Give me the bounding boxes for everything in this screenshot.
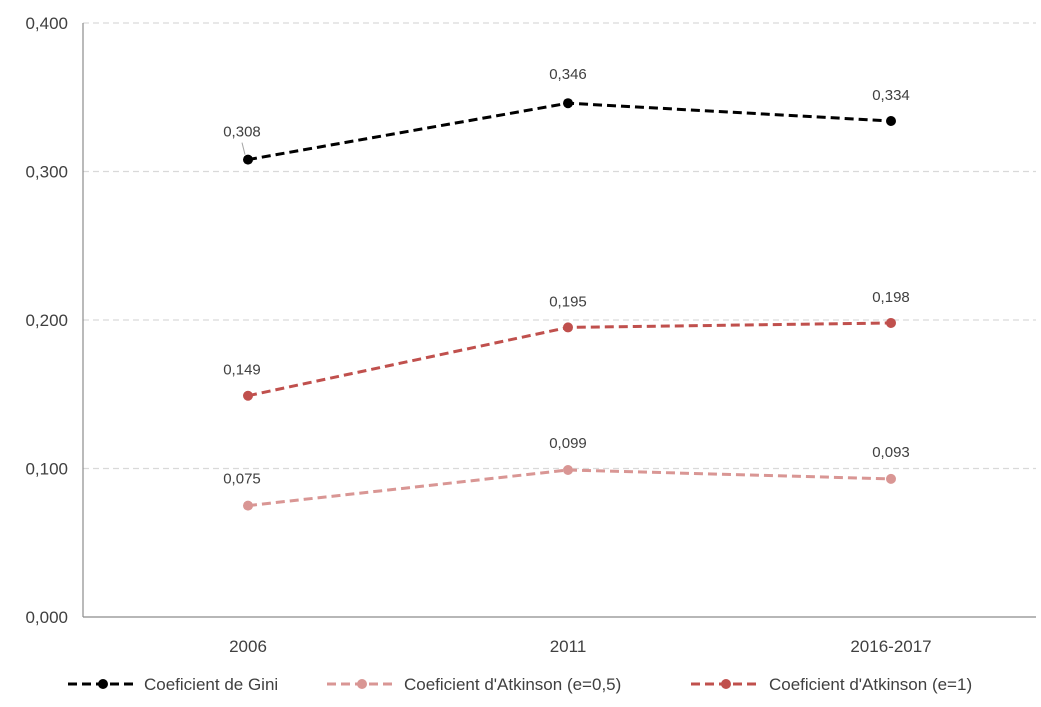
data-label: 0,075 — [223, 471, 261, 488]
legend-label: Coeficient d'Atkinson (e=0,5) — [404, 675, 621, 694]
data-point — [563, 464, 573, 475]
data-point — [563, 322, 573, 333]
axes: 0,000 0,100 0,200 0,300 0,400 2006 2011 2016-20… — [25, 14, 1036, 656]
data-label: 0,149 — [223, 362, 261, 379]
y-tick-label: 0,400 — [25, 14, 68, 33]
series-line — [247, 468, 892, 508]
data-point — [886, 317, 896, 328]
y-tick-label: 0,000 — [25, 608, 68, 627]
x-tick-label: 2011 — [550, 637, 587, 656]
legend-label: Coeficient d'Atkinson (e=1) — [769, 675, 972, 694]
data-label: 0,334 — [872, 87, 910, 104]
data-point — [243, 390, 253, 401]
y-tick-label: 0,100 — [25, 460, 68, 479]
data-label: 0,308 — [223, 124, 261, 141]
label-leader-line — [241, 142, 246, 155]
data-labels: 0,308 0,346 0,334 0,075 0,099 0,093 0,149 0,195… — [223, 66, 910, 487]
data-point — [243, 154, 253, 165]
series — [243, 98, 896, 511]
data-point — [886, 473, 896, 484]
y-tick-label: 0,300 — [25, 163, 68, 182]
data-point — [243, 500, 253, 511]
gridlines — [83, 22, 1036, 470]
y-tick-label: 0,200 — [25, 311, 68, 330]
legend-marker — [98, 679, 108, 689]
legend-label: Coeficient de Gini — [144, 675, 278, 694]
x-tick-label: 2016-2017 — [850, 637, 931, 656]
legend-marker — [721, 679, 731, 689]
legend-marker — [357, 679, 367, 689]
series-line — [247, 101, 892, 162]
data-label: 0,346 — [549, 66, 587, 83]
data-label: 0,093 — [872, 444, 910, 461]
data-point — [886, 116, 896, 127]
data-label: 0,198 — [872, 289, 910, 306]
x-tick-label: 2006 — [229, 637, 267, 656]
legend: Coeficient de Gini Coeficient d'Atkinson … — [68, 675, 972, 694]
series-line — [247, 321, 892, 398]
data-label: 0,099 — [549, 435, 587, 452]
data-label: 0,195 — [549, 293, 587, 310]
data-point — [563, 98, 573, 109]
